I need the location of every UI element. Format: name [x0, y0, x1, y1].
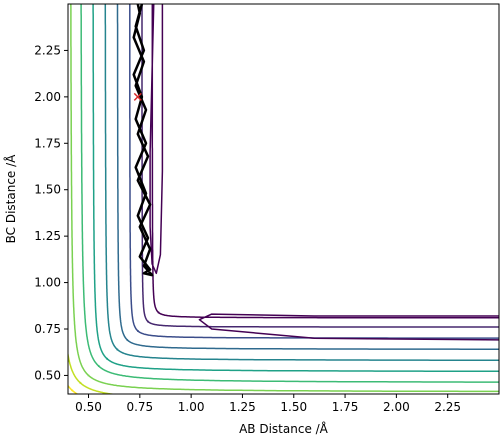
saddle-contour: [149, 4, 499, 341]
saddle-contour-line: [149, 4, 164, 275]
y-tick-label: 1.25: [34, 229, 61, 243]
x-axis: 0.50 0.75 1.00 1.25 1.50 1.75 2.00 2.25: [75, 394, 461, 414]
y-axis: 0.50 0.75 1.00 1.25 1.50 1.75 2.00 2.25: [34, 43, 68, 382]
start-marker-layer: [133, 92, 142, 101]
y-axis-label: BC Distance /Å: [3, 154, 18, 244]
plot-frame: [67, 3, 500, 395]
x-tick-label: 0.75: [126, 400, 153, 414]
y-tick-label: 1.75: [34, 136, 61, 150]
contour-line: [68, 384, 79, 394]
start-marker: [133, 92, 142, 101]
y-tick-label: 2.00: [34, 90, 61, 104]
saddle-contour-line: [198, 313, 499, 341]
x-axis-label: AB Distance /Å: [239, 421, 329, 436]
x-tick-label: 1.75: [332, 400, 359, 414]
contour-line: [80, 4, 499, 383]
x-tick-label: 1.50: [280, 400, 307, 414]
x-tick-label: 2.00: [383, 400, 410, 414]
y-tick-label: 2.25: [34, 43, 61, 57]
contour-line: [68, 350, 118, 394]
contour-line: [116, 4, 499, 350]
x-tick-label: 0.50: [75, 400, 102, 414]
y-tick-label: 1.00: [34, 276, 61, 290]
y-tick-label: 1.50: [34, 183, 61, 197]
x-tick-label: 2.25: [434, 400, 461, 414]
y-tick-label: 0.50: [34, 368, 61, 382]
contour-line: [104, 4, 499, 361]
contour-line: [92, 4, 499, 373]
contour-line: [70, 4, 499, 393]
contour-line: [151, 4, 499, 319]
y-tick-label: 0.75: [34, 322, 61, 336]
trajectory-layer: [132, 4, 154, 277]
x-tick-label: 1.00: [178, 400, 205, 414]
x-tick-label: 1.25: [229, 400, 256, 414]
trajectory-line: [132, 4, 154, 277]
